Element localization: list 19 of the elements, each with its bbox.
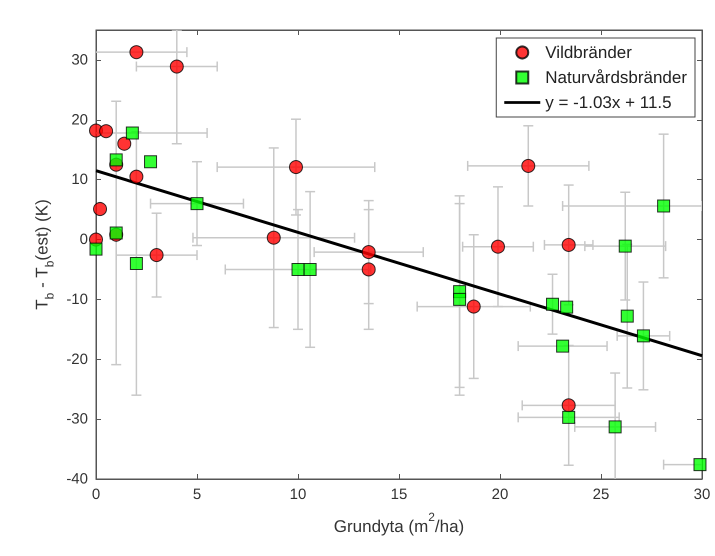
x-tick-label: 25	[592, 486, 610, 503]
legend-label: Naturvårdsbränder	[545, 68, 688, 87]
x-tick-label: 10	[290, 486, 306, 503]
legend-label: Vildbränder	[545, 43, 632, 62]
y-tick-label: -30	[66, 410, 88, 428]
legend-label: y = -1.03x + 11.5	[545, 93, 672, 112]
x-tick-label: 20	[492, 486, 508, 503]
x-tick-label: 30	[694, 486, 710, 503]
y-tick-label: -40	[66, 470, 88, 488]
y-tick-label: 20	[71, 111, 88, 128]
x-tick-label: 15	[390, 486, 408, 503]
x-tick-label: 0	[92, 486, 100, 503]
x-tick-label: 5	[192, 486, 202, 503]
y-tick-label: 30	[71, 51, 88, 68]
y-tick-label: 10	[71, 171, 88, 188]
y-tick-label: -20	[66, 350, 88, 368]
y-tick-label: 0	[80, 231, 88, 248]
y-axis-title: Tb - Tb(est) (K)	[32, 199, 56, 310]
y-tick-label: -10	[66, 290, 88, 308]
